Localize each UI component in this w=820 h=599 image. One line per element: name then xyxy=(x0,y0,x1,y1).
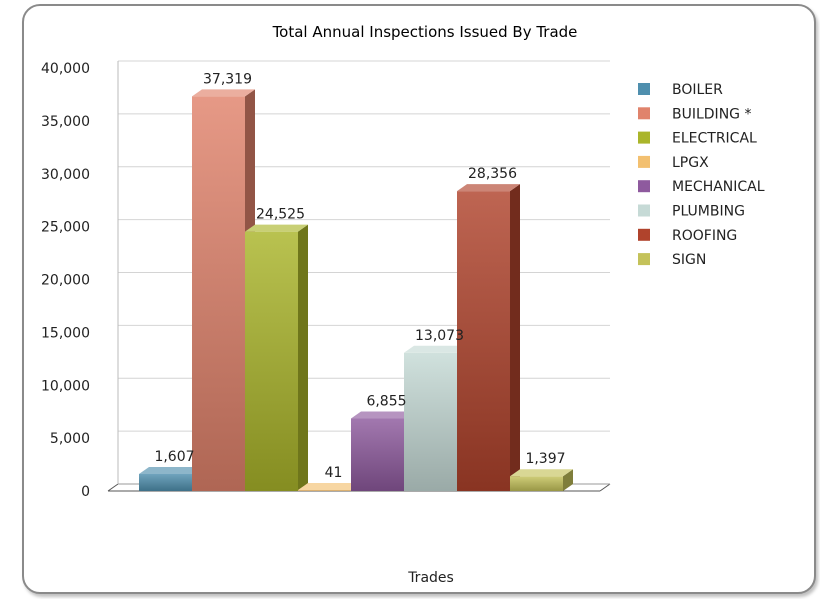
legend-swatch xyxy=(638,83,650,95)
data-label: 37,319 xyxy=(203,71,252,87)
legend-item: BOILER xyxy=(638,82,723,98)
legend-item: PLUMBING xyxy=(638,204,745,220)
legend-swatch xyxy=(638,155,650,168)
legend-label: ELECTRICAL xyxy=(672,131,757,147)
y-axis-ticks: 0 5,000 10,000 15,000 20,000 25,000 30,000 35,0… xyxy=(41,61,90,500)
y-tick-label: 10,000 xyxy=(41,378,90,394)
data-label: 24,525 xyxy=(256,207,305,223)
legend-label: SIGN xyxy=(672,252,706,268)
legend-item: SIGN xyxy=(638,252,706,268)
data-label: 28,356 xyxy=(468,166,517,182)
chart-frame xyxy=(22,4,816,594)
legend-label: BUILDING * xyxy=(672,106,751,122)
bar-sign xyxy=(510,469,573,491)
y-tick-label: 5,000 xyxy=(50,431,90,447)
legend: BOILER BUILDING * ELECTRICAL LPGX MECHANICAL… xyxy=(638,82,765,268)
legend-swatch xyxy=(638,204,650,217)
y-tick-label: 35,000 xyxy=(41,114,90,130)
bar-building xyxy=(192,89,255,492)
legend-item: ELECTRICAL xyxy=(638,131,757,147)
legend-label: LPGX xyxy=(672,155,709,171)
bar-roofing xyxy=(457,184,520,491)
legend-label: PLUMBING xyxy=(672,204,745,220)
chart-title: Total Annual Inspections Issued By Trade xyxy=(272,23,578,41)
y-tick-label: 0 xyxy=(81,484,90,500)
y-tick-label: 30,000 xyxy=(41,167,90,183)
legend-item: ROOFING xyxy=(638,228,737,244)
bar-electrical xyxy=(245,224,308,491)
data-label: 6,855 xyxy=(366,394,406,410)
data-label: 1,607 xyxy=(154,449,194,465)
y-tick-label: 15,000 xyxy=(41,325,90,341)
data-label: 41 xyxy=(325,465,343,481)
legend-item: BUILDING * xyxy=(638,106,751,122)
legend-swatch xyxy=(638,131,650,144)
legend-label: BOILER xyxy=(672,82,723,98)
legend-item: MECHANICAL xyxy=(638,179,765,195)
legend-swatch xyxy=(638,228,650,241)
legend-swatch xyxy=(638,107,650,120)
data-labels: 1,607 37,319 24,525 41 6,855 13,073 28,356 1,39… xyxy=(154,71,565,481)
legend-swatch xyxy=(638,253,650,266)
data-label: 1,397 xyxy=(525,451,565,467)
legend-label: ROOFING xyxy=(672,228,737,244)
bars xyxy=(139,89,573,492)
x-axis-title: Trades xyxy=(407,570,454,586)
y-tick-label: 20,000 xyxy=(41,273,90,289)
y-tick-label: 25,000 xyxy=(41,220,90,236)
legend-swatch xyxy=(638,180,650,193)
legend-item: LPGX xyxy=(638,155,709,171)
data-label: 13,073 xyxy=(415,328,464,344)
legend-label: MECHANICAL xyxy=(672,179,765,195)
y-tick-label: 40,000 xyxy=(41,61,90,77)
